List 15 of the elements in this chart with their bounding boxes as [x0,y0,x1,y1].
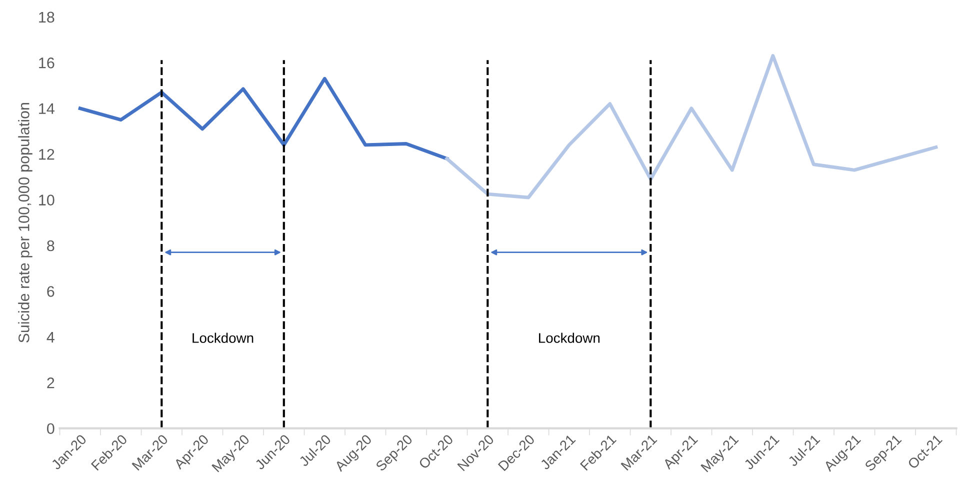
line-series [445,54,938,200]
annotation: Lockdown [192,332,254,343]
y-tick-label: 0 [47,423,54,434]
y-tick-label: 12 [39,148,54,160]
y-axis-title: Suicide rate per 100,000 population [18,103,32,343]
annotation: Lockdown [539,332,600,343]
y-tick-label: 6 [47,286,54,297]
y-tick-label: 8 [47,240,54,252]
y-tick-label: 18 [39,12,54,23]
y-tick-label: 16 [39,58,54,68]
y-tick-label: 10 [39,194,54,206]
y-tick-label: 2 [47,377,54,388]
line-series [78,76,449,160]
y-tick-label: 14 [39,103,54,114]
y-tick-label: 4 [46,332,54,342]
